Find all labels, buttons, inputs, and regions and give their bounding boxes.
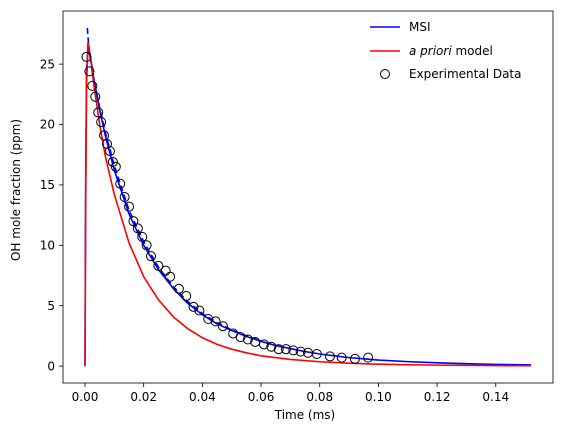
experimental-point bbox=[181, 291, 192, 302]
experimental-point bbox=[141, 240, 152, 251]
experimental-point bbox=[115, 178, 126, 189]
experimental-point bbox=[153, 260, 164, 271]
legend-experimental-marker bbox=[380, 69, 390, 79]
experimental-point bbox=[132, 223, 143, 234]
x-axis-label: Time (ms) bbox=[274, 408, 336, 422]
x-tick-label: 0.04 bbox=[189, 390, 216, 404]
y-tick-label: 10 bbox=[40, 239, 55, 253]
experimental-point bbox=[288, 345, 299, 356]
experimental-point bbox=[258, 339, 269, 350]
experimental-point bbox=[146, 251, 157, 262]
experimental-point bbox=[188, 301, 199, 312]
experimental-point bbox=[173, 283, 184, 294]
experimental-point bbox=[96, 117, 107, 128]
msi-line bbox=[84, 47, 532, 367]
experimental-point bbox=[90, 91, 101, 102]
y-tick-label: 15 bbox=[40, 178, 55, 192]
experimental-point bbox=[349, 353, 360, 364]
experimental-point bbox=[273, 344, 284, 355]
y-tick-label: 20 bbox=[40, 118, 55, 132]
experimental-point bbox=[280, 344, 291, 355]
legend-experimental-label: Experimental Data bbox=[409, 67, 522, 81]
legend: MSI a priori model Experimental Data bbox=[370, 20, 522, 81]
experimental-point bbox=[87, 80, 98, 91]
experimental-point bbox=[84, 66, 95, 77]
experimental-point bbox=[137, 231, 148, 242]
ticks: 0.00 0.02 0.04 0.06 0.08 0.10 0.12 0.14 0 5 10 15 20… bbox=[40, 57, 509, 404]
y-axis-label: OH mole fraction (ppm) bbox=[9, 119, 23, 261]
x-tick-label: 0.00 bbox=[72, 390, 99, 404]
experimental-point bbox=[235, 332, 246, 343]
experimental-point bbox=[165, 271, 176, 282]
experimental-point bbox=[128, 216, 139, 227]
axes-frame bbox=[62, 10, 554, 384]
x-tick-label: 0.02 bbox=[130, 390, 157, 404]
plot-area bbox=[81, 27, 532, 367]
experimental-point bbox=[203, 313, 214, 324]
experimental-point bbox=[93, 107, 104, 118]
x-tick-label: 0.12 bbox=[424, 390, 451, 404]
axes bbox=[62, 10, 554, 384]
experimental-point bbox=[336, 352, 347, 363]
experimental-point bbox=[363, 352, 374, 363]
x-tick-label: 0.08 bbox=[306, 390, 333, 404]
experimental-point bbox=[210, 316, 221, 327]
apriori-line bbox=[84, 41, 531, 367]
experimental-point bbox=[124, 201, 135, 212]
experimental-point bbox=[311, 349, 322, 360]
x-tick-label: 0.14 bbox=[482, 390, 509, 404]
experimental-point bbox=[194, 305, 205, 316]
experimental-point bbox=[81, 51, 92, 62]
experimental-point bbox=[102, 138, 113, 149]
y-tick-label: 0 bbox=[47, 359, 55, 373]
experimental-point bbox=[110, 161, 121, 172]
experimental-point bbox=[325, 351, 336, 362]
legend-apriori-rest: model bbox=[452, 44, 493, 58]
legend-msi-label: MSI bbox=[409, 20, 431, 34]
experimental-data-points bbox=[81, 51, 374, 364]
legend-apriori-label: a priori model bbox=[409, 44, 493, 58]
experimental-point bbox=[266, 341, 277, 352]
y-tick-label: 25 bbox=[40, 57, 55, 71]
experimental-point bbox=[107, 156, 118, 167]
x-tick-label: 0.06 bbox=[248, 390, 275, 404]
experimental-point bbox=[242, 334, 253, 345]
x-tick-label: 0.10 bbox=[365, 390, 392, 404]
experimental-point bbox=[119, 192, 130, 202]
experimental-point bbox=[295, 346, 306, 357]
experimental-point bbox=[104, 146, 115, 157]
y-tick-label: 5 bbox=[47, 299, 55, 313]
experimental-point bbox=[217, 321, 228, 332]
legend-apriori-italic: a priori bbox=[409, 44, 452, 58]
